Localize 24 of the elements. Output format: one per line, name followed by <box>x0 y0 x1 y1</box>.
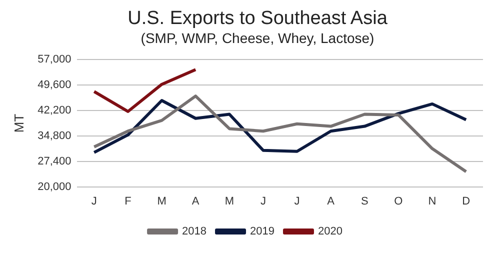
y-tick-label: 42,200 <box>38 104 72 117</box>
y-tick-label: 57,000 <box>38 54 72 66</box>
x-tick-label: J <box>91 195 97 208</box>
x-tick-label: O <box>394 195 404 208</box>
chart-subtitle: (SMP, WMP, Cheese, Whey, Lactose) <box>140 30 376 47</box>
x-tick-label: M <box>157 195 166 208</box>
x-tick-label: A <box>327 195 336 208</box>
x-tick-label: J <box>260 195 266 208</box>
x-tick-label: D <box>462 195 470 208</box>
y-axis-title: MT <box>11 114 26 133</box>
y-tick-label: 49,600 <box>38 79 72 92</box>
x-tick-label: N <box>428 195 436 208</box>
y-tick-label: 34,800 <box>38 130 72 142</box>
x-tick-label: A <box>192 195 200 208</box>
y-tick-label: 27,400 <box>38 155 72 168</box>
legend-label: 2019 <box>250 226 274 238</box>
legend-label: 2020 <box>318 226 342 238</box>
y-tick-label: 20,000 <box>38 180 72 193</box>
legend-label: 2018 <box>182 226 207 238</box>
x-tick-label: J <box>294 195 300 208</box>
x-tick-label: F <box>124 195 132 208</box>
x-tick-label: S <box>360 195 368 208</box>
x-tick-label: M <box>224 195 234 208</box>
chart-title: U.S. Exports to Southeast Asia <box>126 8 388 30</box>
